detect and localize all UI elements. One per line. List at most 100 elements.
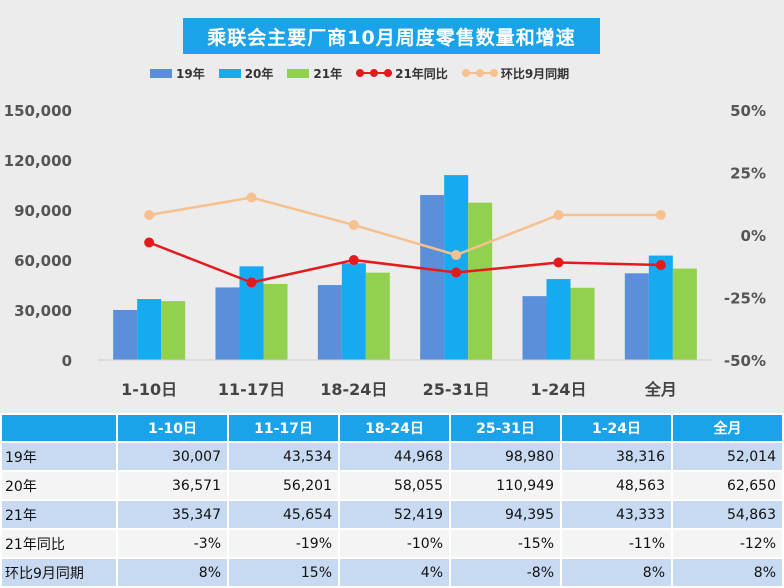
bar-19年-1-10日 <box>113 309 138 360</box>
left-axis-tick-label: 120,000 <box>4 152 72 170</box>
bar-19年-全月 <box>624 273 649 360</box>
table-header-cell: 全月 <box>671 413 784 443</box>
table-row: 21年 35,347 45,654 52,419 94,395 43,333 54,863 <box>0 499 784 530</box>
table-header-cell: 1-24日 <box>560 413 673 443</box>
point-21年同比 <box>348 255 359 265</box>
table-cell: -12% <box>671 528 784 559</box>
left-axis-tick-label: 0 <box>62 352 72 370</box>
legend-item: 21年同比 <box>356 65 448 82</box>
right-axis-tick-label: -50% <box>724 352 766 370</box>
table-cell: 4% <box>338 557 451 588</box>
bar-20年-18-24日 <box>341 263 366 360</box>
bar-21年-全月 <box>672 268 697 360</box>
legend-label: 环比9月同期 <box>500 66 570 81</box>
table-header-cell <box>0 413 118 443</box>
bar-19年-25-31日 <box>420 195 445 360</box>
table-cell: 35,347 <box>116 499 229 530</box>
bar-19年-1-24日 <box>522 296 547 360</box>
right-axis-tick-label: 0% <box>741 227 766 245</box>
table-cell: 44,968 <box>338 441 451 472</box>
category-label: 全月 <box>644 380 677 399</box>
legend-swatch <box>218 68 241 78</box>
bar-19年-18-24日 <box>317 285 342 360</box>
point-21年同比 <box>655 260 666 270</box>
left-axis-tick-label: 60,000 <box>14 252 72 270</box>
table-header-cell: 1-10日 <box>116 413 229 443</box>
point-21年同比 <box>553 257 564 268</box>
table-cell: -8% <box>449 557 562 588</box>
bar-21年-1-10日 <box>161 301 186 360</box>
table-row: 20年 36,571 56,201 58,055 110,949 48,563 62,650 <box>0 470 784 501</box>
legend-item: 19年 <box>150 65 205 82</box>
legend-label: 21年同比 <box>395 66 448 81</box>
table-row: 21年同比 -3% -19% -10% -15% -11% -12% <box>0 528 784 559</box>
table-cell: 54,863 <box>671 499 784 530</box>
bar-20年-1-24日 <box>546 279 571 360</box>
point-环比9月同期 <box>553 210 564 220</box>
legend-swatch <box>461 67 498 79</box>
bar-21年-18-24日 <box>365 272 390 360</box>
right-axis-tick-label: 25% <box>730 165 766 183</box>
table-header-cell: 11-17日 <box>227 413 340 443</box>
right-axis-tick-label: 50% <box>730 102 766 120</box>
point-环比9月同期 <box>655 210 666 220</box>
table-cell: -19% <box>227 528 340 559</box>
line-环比9月同期 <box>148 196 661 257</box>
table-cell: 58,055 <box>338 470 451 501</box>
legend-item: 20年 <box>218 65 273 82</box>
row-label: 20年 <box>0 470 118 501</box>
chart-title: 乘联会主要厂商10月周度零售数量和增速 <box>183 18 600 54</box>
table-cell: 56,201 <box>227 470 340 501</box>
table-cell: 15% <box>227 557 340 588</box>
category-label: 1-10日 <box>121 380 177 399</box>
table-cell: 110,949 <box>449 470 562 501</box>
table-cell: 62,650 <box>671 470 784 501</box>
category-label: 25-31日 <box>423 380 490 399</box>
bar-21年-11-17日 <box>263 283 288 360</box>
table-cell: 8% <box>560 557 673 588</box>
table-row: 19年 30,007 43,534 44,968 98,980 38,316 52,014 <box>0 441 784 472</box>
legend-item: 21年 <box>287 65 342 82</box>
table-row: 环比9月同期 8% 15% 4% -8% 8% 8% <box>0 557 784 588</box>
point-环比9月同期 <box>144 210 155 220</box>
row-label: 21年 <box>0 499 118 530</box>
table-cell: -3% <box>116 528 229 559</box>
category-label: 11-17日 <box>218 380 285 399</box>
table-cell: 8% <box>671 557 784 588</box>
table-header-row: 1-10日 11-17日 18-24日 25-31日 1-24日 全月 <box>0 413 784 443</box>
right-axis-tick-label: -25% <box>724 290 766 308</box>
point-21年同比 <box>451 267 462 278</box>
point-环比9月同期 <box>246 192 257 203</box>
chart-area: 0 30,000 60,000 90,000 120,000 150,000 -50% -25… <box>4 102 766 399</box>
table-cell: -11% <box>560 528 673 559</box>
legend-swatch <box>356 67 393 79</box>
table-cell: -10% <box>338 528 451 559</box>
table-cell: 94,395 <box>449 499 562 530</box>
legend-label: 21年 <box>313 66 343 81</box>
left-axis-tick-label: 150,000 <box>4 102 72 120</box>
table-cell: 36,571 <box>116 470 229 501</box>
left-axis-tick-label: 30,000 <box>14 302 72 320</box>
point-21年同比 <box>246 277 257 288</box>
table-cell: 8% <box>116 557 229 588</box>
table-cell: 52,014 <box>671 441 784 472</box>
bar-20年-全月 <box>648 255 673 360</box>
line-21年同比 <box>148 241 661 284</box>
left-axis-tick-label: 90,000 <box>14 202 72 220</box>
table-cell: 48,563 <box>560 470 673 501</box>
data-table: 1-10日 11-17日 18-24日 25-31日 1-24日 全月 19年 30,007… <box>0 413 784 588</box>
table-cell: 38,316 <box>560 441 673 472</box>
legend: 19年 20年 21年 21年同比 环比9月同期 <box>150 64 583 82</box>
row-label: 21年同比 <box>0 528 118 559</box>
bar-19年-11-17日 <box>215 287 240 360</box>
table-cell: 43,333 <box>560 499 673 530</box>
row-label: 环比9月同期 <box>0 557 118 588</box>
table-cell: 98,980 <box>449 441 562 472</box>
legend-label: 19年 <box>176 66 205 81</box>
table-cell: 43,534 <box>227 441 340 472</box>
legend-item: 环比9月同期 <box>461 65 570 82</box>
point-21年同比 <box>144 237 155 248</box>
bar-20年-1-10日 <box>137 299 162 360</box>
point-环比9月同期 <box>451 250 462 260</box>
table-cell: -15% <box>449 528 562 559</box>
